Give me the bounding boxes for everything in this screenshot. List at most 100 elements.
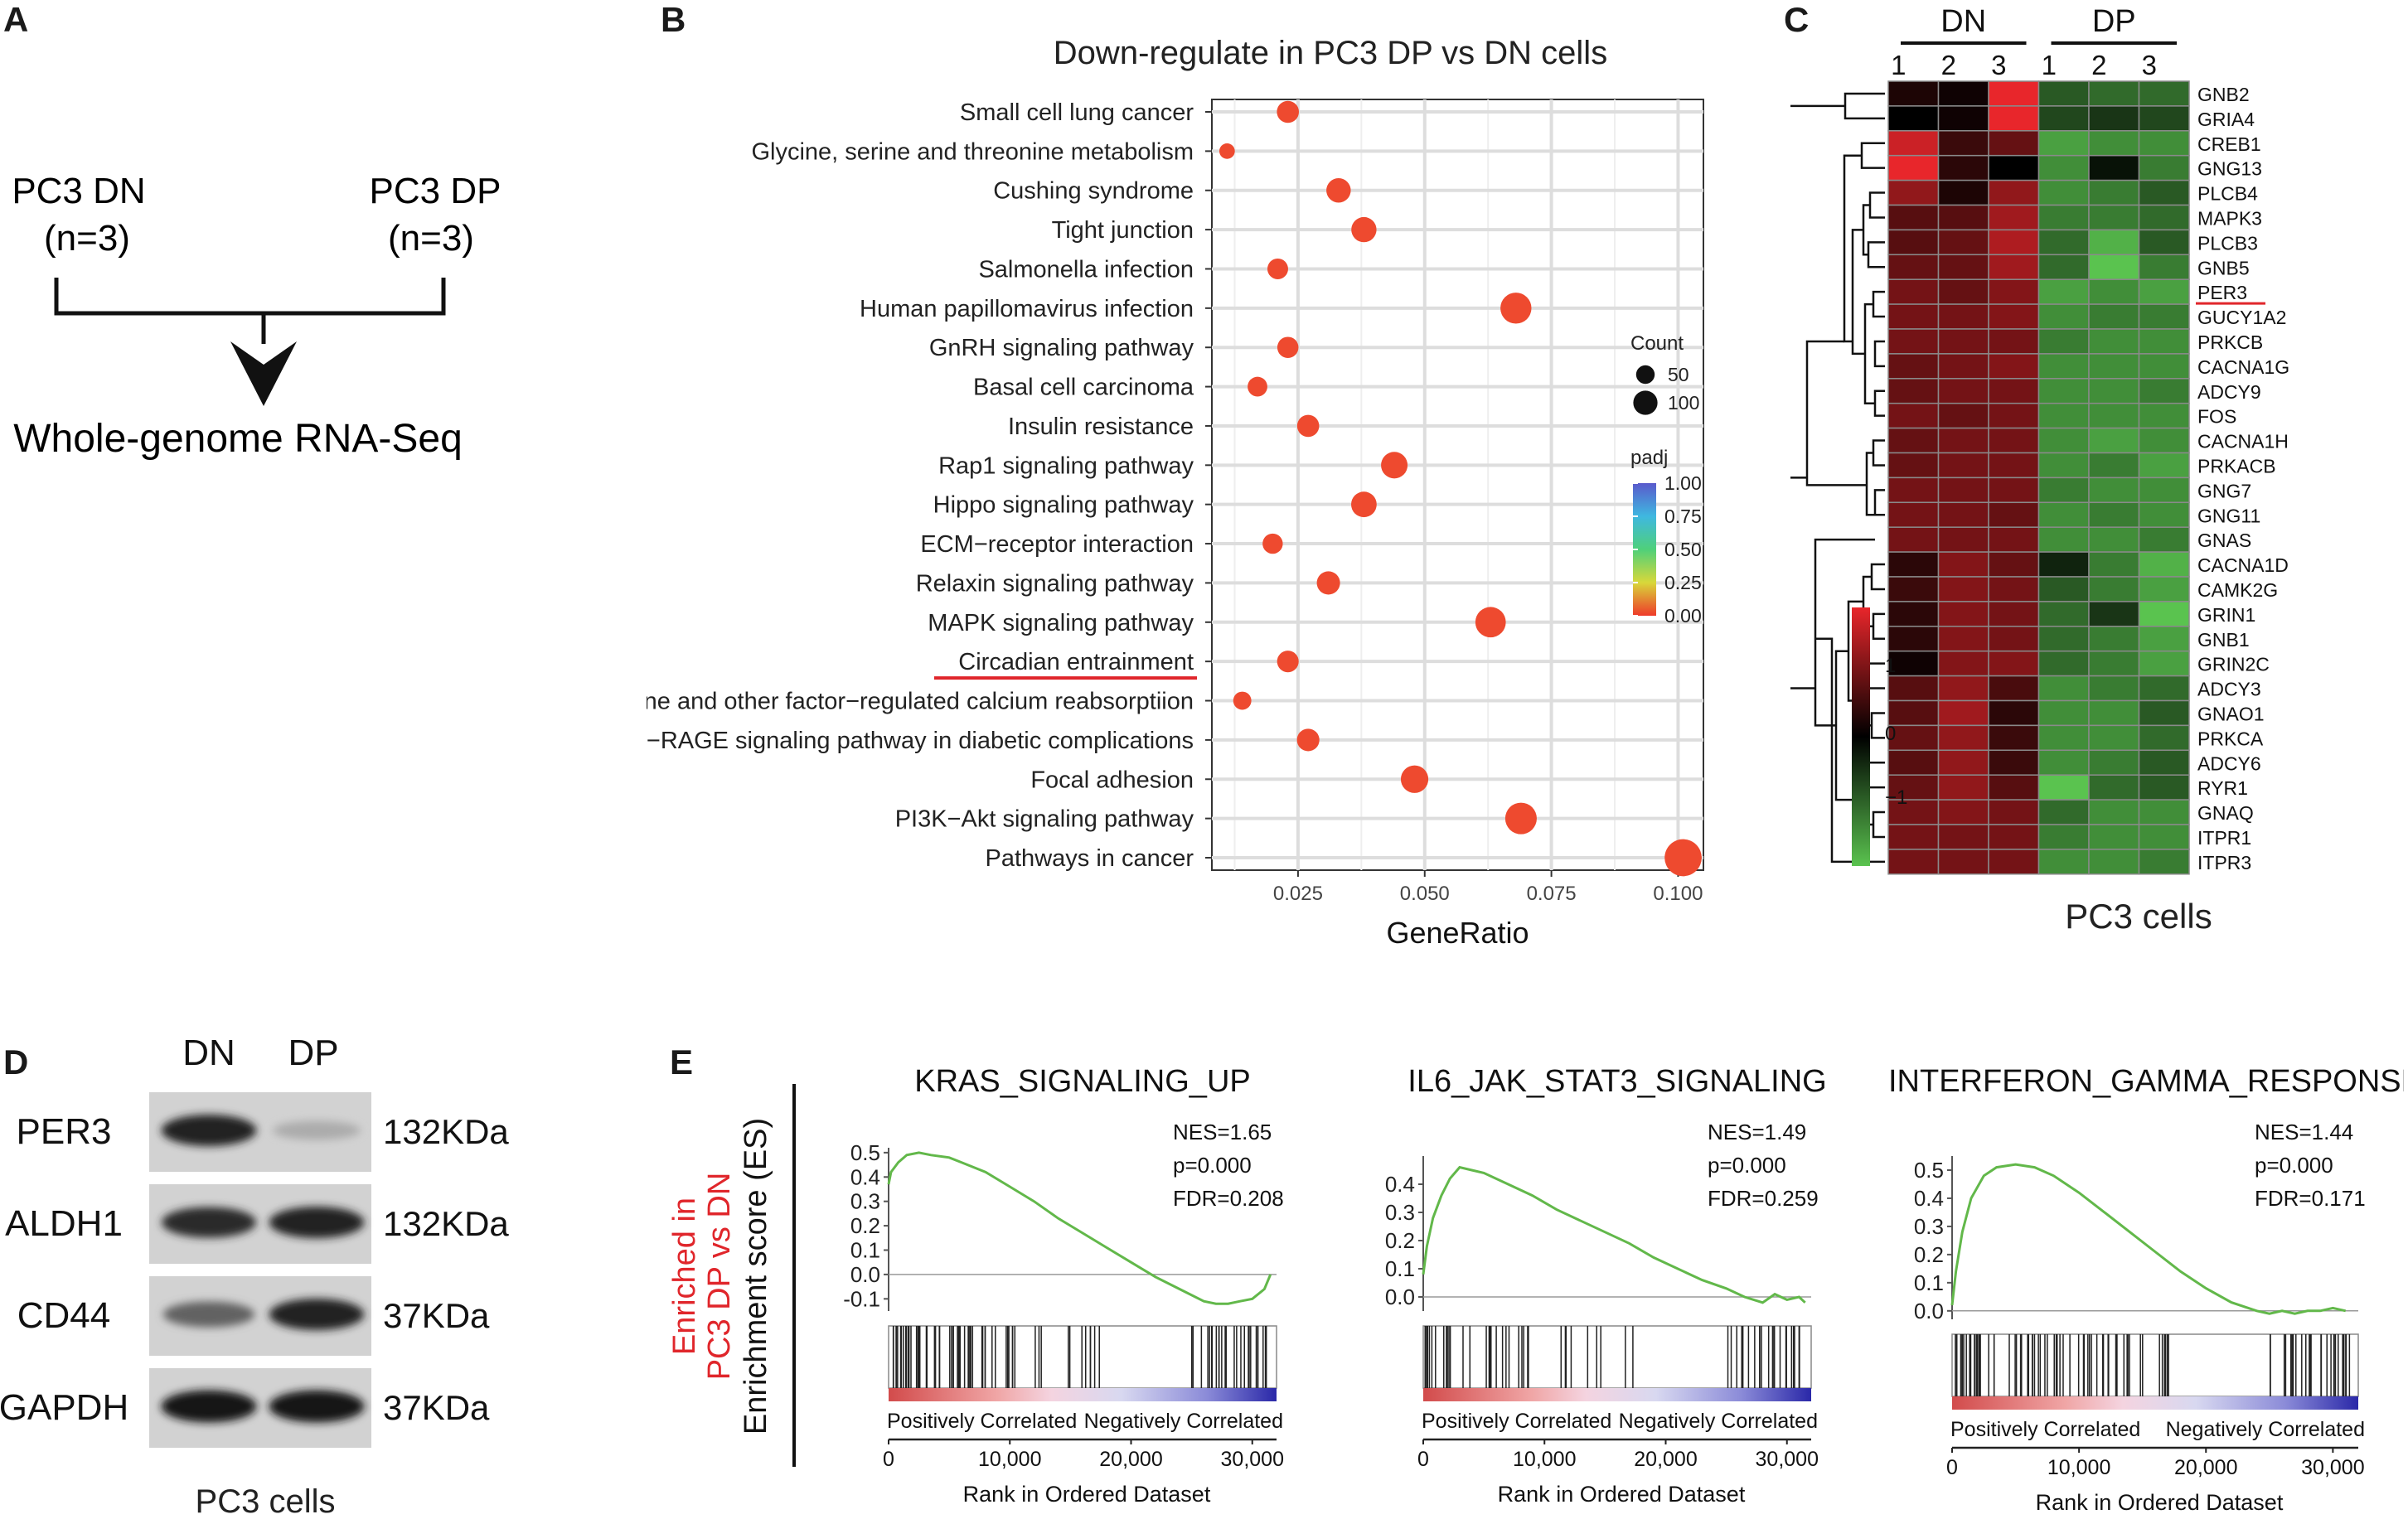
heatmap-cell	[1988, 204, 2040, 231]
heatmap-cell	[1937, 254, 1989, 280]
y-tick-label: -0.1	[843, 1286, 880, 1311]
dendrogram-branch	[1873, 340, 1885, 368]
gene-label: GUCY1A2	[2197, 307, 2286, 328]
y-tick-label: 0.2	[1914, 1242, 1944, 1267]
heatmap-cell	[2088, 849, 2140, 875]
data-point	[1296, 728, 1320, 752]
data-point	[1219, 143, 1235, 159]
band-dn	[161, 1390, 257, 1423]
gene-label: GRIN1	[2197, 604, 2255, 626]
term-label: Pathways in cancer	[986, 845, 1194, 872]
heatmap-cell	[2138, 353, 2190, 380]
dendrogram-branch	[1873, 489, 1885, 516]
count-legend-label: 50	[1668, 364, 1689, 385]
band-dn	[162, 1301, 255, 1328]
heatmap-cell	[1937, 749, 1989, 776]
heatmap-cell	[2088, 278, 2140, 305]
hits-frame	[1422, 1325, 1812, 1389]
heatmap-cell	[1937, 303, 1989, 330]
gsea-stat: FDR=0.171	[2255, 1186, 2366, 1211]
heatmap-cell	[1988, 303, 2040, 330]
heatmap-cell	[2088, 452, 2140, 479]
heatmap-cell	[1887, 526, 1940, 553]
heatmap-cell	[1937, 229, 1989, 256]
band-dp	[273, 1120, 361, 1140]
heatmap-cell	[1887, 626, 1940, 652]
dendrogram-branch	[1872, 290, 1885, 318]
y-tick-label: 0.5	[1914, 1158, 1944, 1183]
heatmap-cell	[1887, 154, 1940, 181]
heatmap-cell	[1937, 675, 1989, 702]
heatmap-cell	[1988, 576, 2040, 602]
x-tick-label: 30,000	[2301, 1456, 2364, 1479]
heatmap-cell	[1988, 254, 2040, 280]
heatmap-cell	[2088, 774, 2140, 801]
heatmap-cell	[1988, 774, 2040, 801]
heatmap-cell	[1937, 526, 1989, 553]
data-point	[1277, 336, 1299, 358]
positively-correlated-label: Positively Correlated	[1422, 1410, 1611, 1433]
band-dn	[161, 1115, 257, 1146]
heatmap-cell	[1988, 353, 2040, 380]
positively-correlated-label: Positively Correlated	[1950, 1418, 2140, 1441]
heatmap-colorbar	[1852, 607, 1870, 866]
heatmap-cell	[2037, 601, 2090, 627]
heatmap-cell	[1887, 353, 1940, 380]
heatmap-cell	[2037, 724, 2090, 752]
heatmap-cell	[1988, 601, 2040, 627]
count-legend-dot	[1633, 390, 1658, 415]
heatmap-cell	[1988, 749, 2040, 776]
heatmap-cell	[2088, 378, 2140, 404]
gene-label: GNG7	[2197, 480, 2251, 501]
panel-letter-d: D	[3, 1043, 29, 1081]
gene-label: GRIN2C	[2197, 654, 2270, 675]
heatmap-cell	[1937, 105, 1989, 132]
pc3-dp-vs-dn-label: PC3 DP vs DN	[702, 1173, 737, 1381]
gene-label: CACNA1G	[2197, 356, 2289, 378]
heatmap-cell	[2088, 675, 2140, 702]
heatmap-cell	[1937, 650, 1989, 677]
padj-legend-label: 0.00	[1664, 605, 1702, 627]
heatmap-cell	[1887, 80, 1940, 107]
heatmap-cell	[2037, 675, 2090, 702]
dendrogram-branch	[1790, 687, 1815, 689]
heatmap-cell	[2138, 799, 2190, 825]
gsea-stat: FDR=0.208	[1173, 1186, 1284, 1211]
heatmap-cell	[2138, 699, 2190, 727]
gene-label: PLCB4	[2197, 183, 2258, 205]
heatmap-cell	[2138, 204, 2190, 231]
enriched-in-label: Enriched in	[667, 1197, 702, 1355]
dendrogram-branch	[1863, 302, 1875, 404]
colorbar-label: −1	[1885, 786, 1907, 809]
heatmap-cell	[2088, 303, 2140, 330]
gene-label: CACNA1H	[2197, 431, 2289, 452]
x-tick-label: 10,000	[1513, 1448, 1576, 1471]
heatmap-cell	[1937, 353, 1989, 380]
heatmap-cell	[2138, 229, 2190, 256]
heatmap-cell	[2088, 699, 2140, 727]
heatmap-cell	[1887, 576, 1940, 602]
gene-label: PLCB3	[2197, 232, 2258, 254]
heatmap-cell	[1887, 799, 1940, 825]
heatmap-cell	[2138, 254, 2190, 280]
x-tick-label: 20,000	[2174, 1456, 2237, 1479]
heatmap-cell	[2037, 626, 2090, 652]
heatmap-cell	[1887, 774, 1940, 801]
heatmap-cell	[2037, 477, 2090, 504]
heatmap-cell	[2088, 154, 2140, 181]
heatmap-cell	[2088, 601, 2140, 627]
rank-bar	[1423, 1388, 1811, 1401]
heatmap-cell	[2088, 105, 2140, 132]
sample-label: 1	[1891, 50, 1906, 80]
heatmap-cell	[1988, 378, 2040, 404]
heatmap-cell	[2037, 179, 2090, 206]
dendrogram-branch	[1872, 810, 1885, 839]
protein-label: GAPDH	[0, 1387, 128, 1428]
heatmap-cell	[2088, 328, 2140, 355]
heatmap-cell	[2037, 204, 2090, 231]
gsea-stat: NES=1.65	[1173, 1120, 1272, 1144]
data-point	[1233, 691, 1252, 710]
heatmap-cell	[2138, 130, 2190, 157]
y-tick-label: 0.0	[850, 1262, 880, 1287]
term-label: GnRH signaling pathway	[929, 335, 1194, 361]
